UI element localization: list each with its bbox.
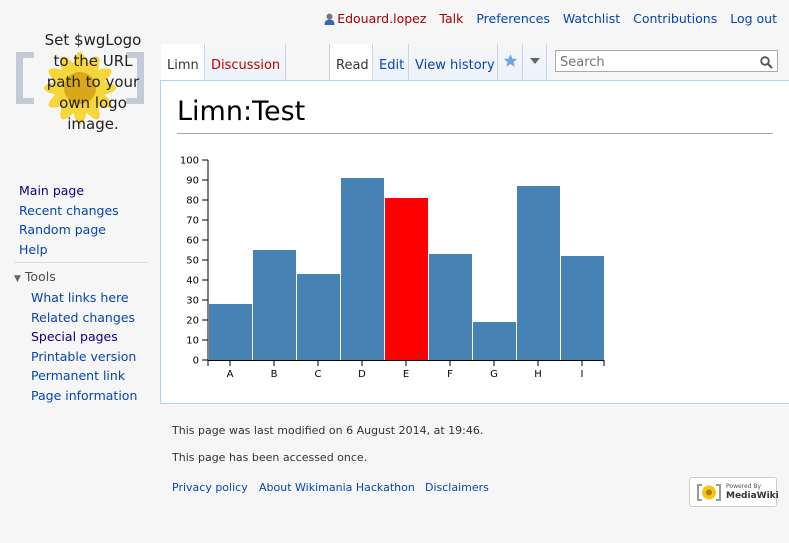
chart-y-tick-label: 60: [186, 236, 199, 247]
chart-y-tick-label: 90: [186, 176, 199, 187]
disclaimers-link[interactable]: Disclaimers: [425, 481, 489, 494]
chart-y-tick-label: 10: [186, 336, 199, 347]
last-modified-text: This page was last modified on 6 August …: [172, 424, 484, 437]
chart-x-tick-label: D: [358, 369, 366, 380]
heading-divider: [177, 133, 773, 134]
triangle-down-icon: ▼: [14, 274, 21, 284]
more-actions-menu[interactable]: [523, 44, 547, 80]
chart-bar-e: [385, 198, 428, 360]
powered-by-mediawiki-badge[interactable]: Powered By MediaWiki: [689, 477, 779, 507]
user-icon: [324, 13, 335, 28]
sidebar-item-random-page[interactable]: Random page: [19, 222, 106, 237]
chart-x-tick-label: F: [447, 369, 453, 380]
watch-star-button[interactable]: [498, 44, 523, 80]
search-box: [555, 50, 778, 73]
contributions-link[interactable]: Contributions: [633, 11, 718, 26]
logo-text: Set $wgLogo to the URL path to your own …: [44, 31, 142, 133]
chart-x-tick-label: C: [315, 369, 322, 380]
chart-bar-i: [561, 256, 604, 360]
tab-page[interactable]: Limn: [161, 44, 204, 80]
sidebar-item-printable-version[interactable]: Printable version: [31, 349, 137, 364]
site-logo[interactable]: [14, 30, 150, 142]
chart-x-tick-label: G: [490, 369, 498, 380]
watchlist-link[interactable]: Watchlist: [562, 11, 621, 26]
sidebar-separator: [14, 262, 148, 263]
chart-bar-f: [429, 254, 472, 360]
chart-x-tick-label: A: [227, 369, 234, 380]
about-link[interactable]: About Wikimania Hackathon: [259, 481, 415, 494]
sidebar-item-related-changes[interactable]: Related changes: [31, 310, 135, 325]
chart-bar-h: [517, 186, 560, 360]
chart-y-tick-label: 100: [180, 156, 199, 167]
chart-x-tick-label: H: [534, 369, 542, 380]
tools-heading[interactable]: ▼ Tools: [14, 269, 56, 284]
sidebar-item-permanent-link[interactable]: Permanent link: [31, 368, 126, 383]
tab-view-history[interactable]: View history: [409, 44, 498, 80]
chart-y-tick-label: 30: [186, 296, 199, 307]
tab-read[interactable]: Read: [329, 44, 372, 80]
chart-y-tick-label: 70: [186, 216, 199, 227]
tab-discussion[interactable]: Discussion: [204, 44, 286, 80]
mediawiki-logo-icon: [696, 482, 722, 507]
sidebar-item-page-information[interactable]: Page information: [31, 388, 138, 403]
logout-link[interactable]: Log out: [730, 11, 777, 26]
chart-bar-c: [297, 274, 340, 360]
chart-bar-g: [473, 322, 516, 360]
search-input[interactable]: [556, 52, 754, 73]
chart-y-tick-label: 20: [186, 316, 199, 327]
page-views-text: This page has been accessed once.: [172, 451, 368, 464]
sidebar-item-help[interactable]: Help: [19, 242, 48, 257]
page-title: Limn:Test: [177, 96, 306, 127]
preferences-link[interactable]: Preferences: [476, 11, 550, 26]
chart-y-tick-label: 40: [186, 276, 199, 287]
sidebar-item-special-pages[interactable]: Special pages: [31, 329, 118, 344]
chart-bar-a: [209, 304, 252, 360]
search-icon[interactable]: [760, 54, 773, 73]
tab-edit[interactable]: Edit: [372, 44, 409, 80]
chart-y-tick-label: 80: [186, 196, 199, 207]
bar-chart: 0 10 20 30 40 50 60 70 80 90 100 A B C D E F G H I: [180, 156, 605, 380]
chart-x-tick-label: B: [271, 369, 278, 380]
privacy-policy-link[interactable]: Privacy policy: [172, 481, 248, 494]
sidebar-item-recent-changes[interactable]: Recent changes: [19, 203, 119, 218]
chart-x-tick-label: I: [581, 369, 584, 380]
talk-link[interactable]: Talk: [439, 11, 464, 26]
personal-tools: Edouard.lopez Talk Preferences Watchlist…: [324, 11, 777, 28]
star-icon: [503, 53, 518, 71]
chart-y-tick-label: 50: [186, 256, 199, 267]
chevron-down-icon: [530, 54, 540, 67]
chart-x-tick-label: E: [403, 369, 409, 380]
user-link[interactable]: Edouard.lopez: [337, 11, 427, 26]
chart-bar-b: [253, 250, 296, 360]
chart-y-tick-label: 0: [193, 356, 199, 367]
sidebar-item-what-links-here[interactable]: What links here: [31, 290, 129, 305]
chart-bar-d: [341, 178, 384, 360]
sidebar-item-main-page[interactable]: Main page: [19, 183, 85, 198]
